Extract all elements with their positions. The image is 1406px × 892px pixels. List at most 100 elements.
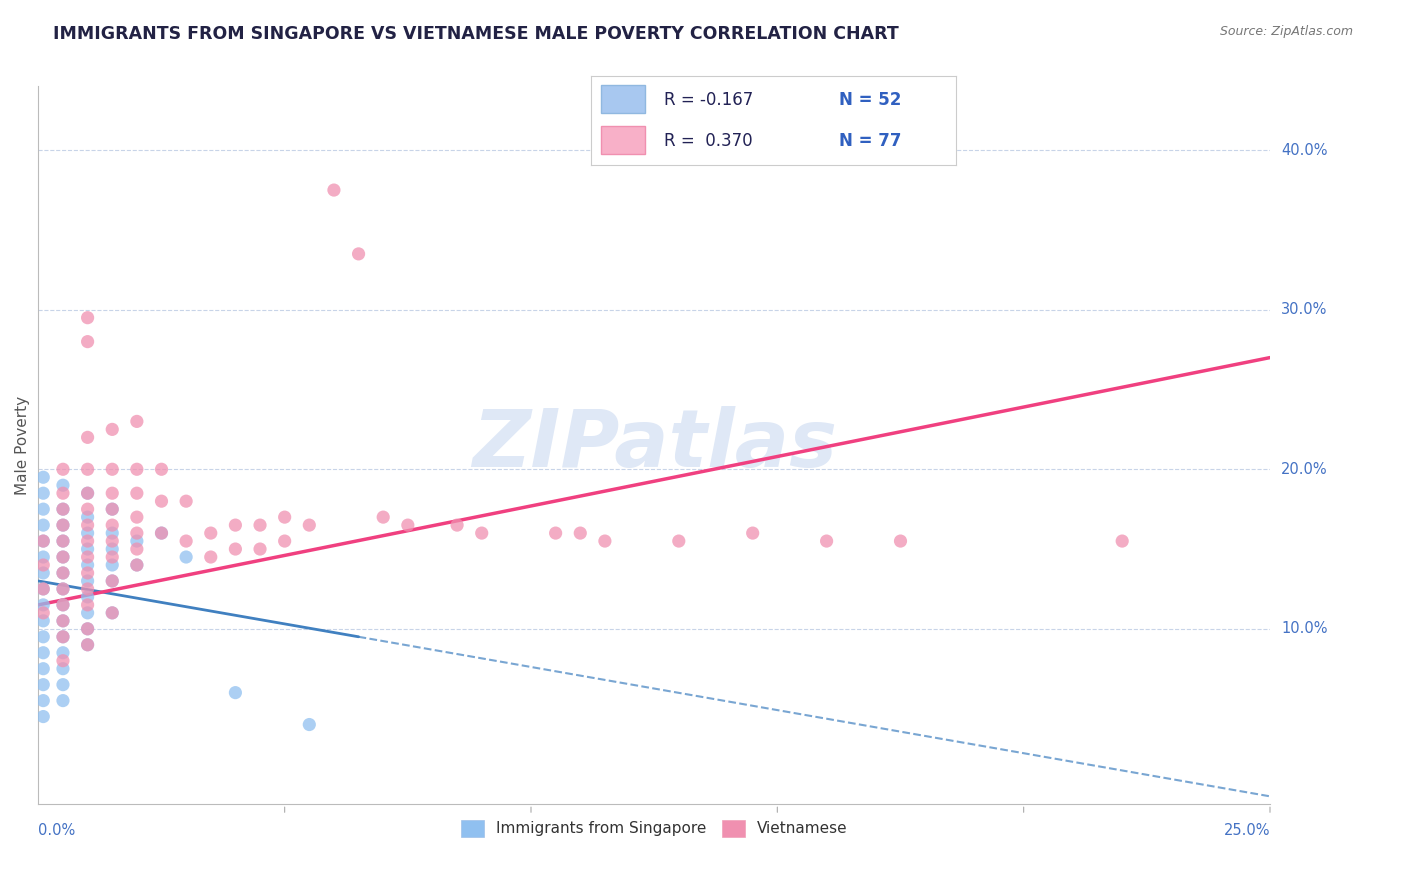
Point: [125, 558, 148, 572]
Point: [668, 534, 690, 549]
Point: [150, 462, 173, 476]
Point: [125, 534, 148, 549]
Point: [174, 494, 197, 508]
Point: [76, 549, 98, 564]
Point: [32, 486, 55, 500]
Point: [396, 518, 419, 533]
Point: [76, 606, 98, 620]
Point: [101, 606, 124, 620]
Point: [52, 630, 75, 644]
Point: [32, 709, 55, 723]
Point: [200, 526, 222, 541]
Point: [298, 518, 321, 533]
Point: [52, 614, 75, 628]
Point: [32, 558, 55, 572]
Point: [101, 549, 124, 564]
Point: [76, 622, 98, 636]
Point: [76, 510, 98, 524]
Point: [76, 590, 98, 604]
Point: [52, 534, 75, 549]
Point: [76, 462, 98, 476]
Point: [347, 247, 370, 261]
Point: [76, 622, 98, 636]
Point: [76, 534, 98, 549]
Point: [52, 678, 75, 692]
Point: [52, 478, 75, 492]
Point: [76, 598, 98, 612]
Text: 20.0%: 20.0%: [1281, 462, 1327, 476]
Point: [101, 534, 124, 549]
Point: [32, 693, 55, 707]
Point: [52, 502, 75, 516]
Point: [32, 614, 55, 628]
Point: [32, 534, 55, 549]
Point: [101, 462, 124, 476]
Point: [52, 598, 75, 612]
Point: [273, 534, 295, 549]
Point: [76, 430, 98, 444]
Point: [101, 574, 124, 588]
Point: [32, 606, 55, 620]
Text: 10.0%: 10.0%: [1281, 622, 1327, 636]
Point: [76, 558, 98, 572]
Point: [76, 502, 98, 516]
Point: [52, 646, 75, 660]
Text: 30.0%: 30.0%: [1281, 302, 1327, 318]
Point: [32, 518, 55, 533]
Point: [52, 582, 75, 596]
Point: [32, 646, 55, 660]
Point: [76, 310, 98, 325]
Point: [52, 566, 75, 580]
Point: [224, 518, 246, 533]
Point: [1111, 534, 1133, 549]
Point: [52, 518, 75, 533]
FancyBboxPatch shape: [602, 126, 645, 154]
Point: [32, 566, 55, 580]
Point: [101, 526, 124, 541]
Point: [32, 470, 55, 484]
Point: [101, 422, 124, 436]
Point: [76, 334, 98, 349]
Point: [76, 486, 98, 500]
Point: [471, 526, 494, 541]
Point: [125, 558, 148, 572]
Point: [76, 486, 98, 500]
Point: [174, 549, 197, 564]
Point: [52, 693, 75, 707]
Point: [150, 526, 173, 541]
Point: [32, 582, 55, 596]
Legend: Immigrants from Singapore, Vietnamese: Immigrants from Singapore, Vietnamese: [454, 814, 853, 843]
Point: [52, 614, 75, 628]
Point: [32, 582, 55, 596]
Point: [101, 606, 124, 620]
Point: [52, 654, 75, 668]
Text: R = -0.167: R = -0.167: [664, 91, 752, 109]
Point: [249, 518, 271, 533]
Text: 40.0%: 40.0%: [1281, 143, 1327, 158]
Point: [101, 502, 124, 516]
Point: [76, 582, 98, 596]
Point: [125, 510, 148, 524]
Point: [52, 662, 75, 676]
Text: ZIPatlas: ZIPatlas: [471, 407, 837, 484]
Point: [32, 502, 55, 516]
Point: [150, 526, 173, 541]
Point: [125, 414, 148, 428]
FancyBboxPatch shape: [602, 85, 645, 113]
Point: [52, 630, 75, 644]
Point: [76, 526, 98, 541]
Point: [52, 534, 75, 549]
Point: [273, 510, 295, 524]
Point: [52, 598, 75, 612]
Point: [52, 462, 75, 476]
Point: [76, 638, 98, 652]
Point: [373, 510, 395, 524]
Point: [32, 549, 55, 564]
Text: 0.0%: 0.0%: [38, 822, 76, 838]
Point: [76, 574, 98, 588]
Point: [52, 502, 75, 516]
Point: [569, 526, 592, 541]
Point: [544, 526, 567, 541]
Point: [200, 549, 222, 564]
Point: [741, 526, 763, 541]
